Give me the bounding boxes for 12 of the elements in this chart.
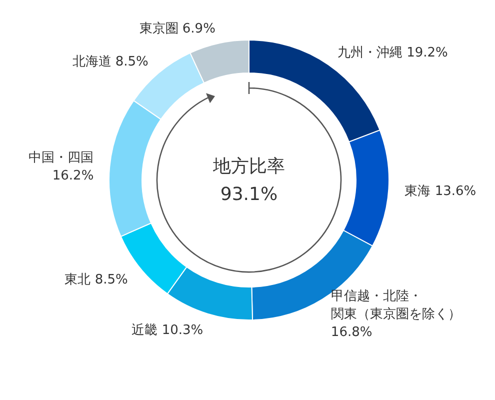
slice-label: 東北 8.5%: [64, 272, 128, 288]
data-label: 16.2%: [52, 168, 94, 184]
slice-label: 中国・四国: [28, 150, 94, 166]
text: 93.1%: [220, 184, 278, 205]
data-label: 16.8%: [330, 324, 372, 340]
text: 地方比率: [212, 156, 285, 177]
slice-label: 近畿 10.3%: [132, 323, 204, 338]
slice-label: 九州・沖縄 19.2%: [337, 46, 448, 61]
slice-label: 東京圏 6.9%: [139, 22, 216, 37]
slice-label: 東海 13.6%: [404, 184, 476, 199]
slice-label: 北海道 8.5%: [72, 54, 148, 70]
slice-label: 甲信越・北陸・関東（東京圏を除く）: [330, 288, 461, 322]
